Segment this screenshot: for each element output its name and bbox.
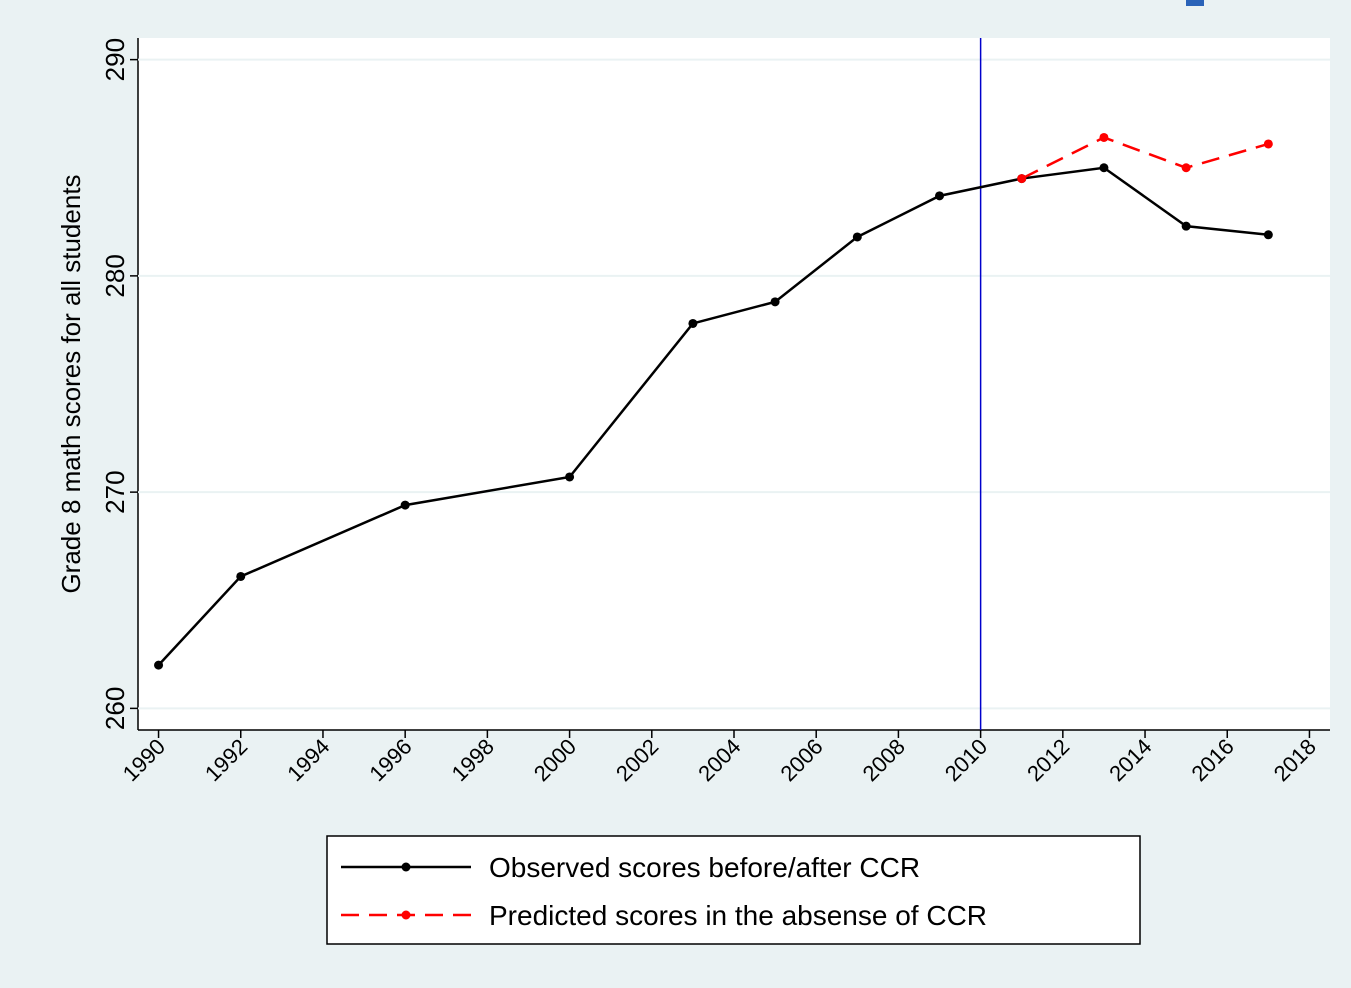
corner-icon	[1186, 0, 1204, 6]
data-point	[688, 318, 698, 328]
data-point	[1099, 163, 1109, 173]
data-point	[1099, 132, 1109, 142]
series-line	[1021, 136, 1269, 180]
legend-label: Predicted scores in the absense of CCR	[489, 900, 987, 931]
data-point	[1181, 221, 1191, 231]
y-tick-label: 280	[100, 254, 130, 297]
data-point	[1263, 139, 1273, 149]
legend-box	[326, 835, 1141, 945]
legend-marker	[401, 910, 411, 920]
series-line	[157, 166, 1269, 666]
data-point	[1181, 163, 1191, 173]
data-point	[565, 472, 575, 482]
data-point	[852, 232, 862, 242]
data-point	[770, 297, 780, 307]
y-tick-label: 260	[100, 687, 130, 730]
data-point	[154, 660, 164, 670]
data-point	[236, 571, 246, 581]
plot-area	[138, 38, 1330, 730]
data-point	[1263, 230, 1273, 240]
data-point	[935, 191, 945, 201]
legend-label: Observed scores before/after CCR	[489, 852, 920, 883]
y-tick-label: 290	[100, 38, 130, 81]
data-point	[400, 500, 410, 510]
data-point	[1017, 174, 1027, 184]
y-axis-label: Grade 8 math scores for all students	[56, 174, 86, 593]
legend-marker	[401, 862, 411, 872]
y-tick-label: 270	[100, 470, 130, 513]
